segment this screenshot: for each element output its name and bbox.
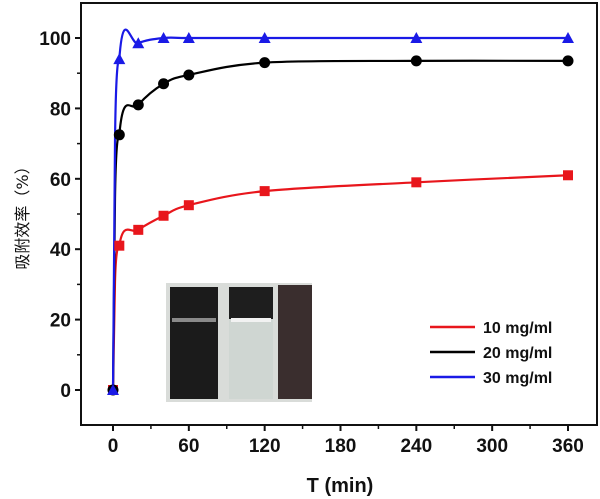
y-axis-label: 吸附效率（%）	[13, 158, 32, 269]
x-tick-label: 300	[476, 436, 508, 457]
x-tick-label: 360	[552, 436, 584, 457]
y-tick-label: 60	[50, 170, 71, 191]
data-point-circle	[158, 78, 170, 90]
data-point-triangle	[258, 32, 271, 43]
legend: 10 mg/ml 20 mg/ml 30 mg/ml	[430, 320, 552, 387]
data-point-triangle	[562, 32, 574, 43]
legend-label: 20 mg/ml	[483, 345, 552, 362]
y-tick-label: 40	[50, 240, 71, 261]
inset-photo	[166, 283, 312, 402]
data-point-triangle	[182, 32, 195, 43]
data-point-square	[133, 224, 144, 235]
x-tick-label: 60	[178, 436, 199, 457]
data-point-triangle	[157, 32, 170, 43]
data-point-circle	[113, 129, 125, 141]
x-tick-label: 120	[249, 436, 281, 457]
x-tick-label: 240	[400, 436, 432, 457]
y-tick-label: 0	[60, 381, 71, 402]
y-tick-label: 20	[50, 311, 71, 332]
data-point-triangle	[132, 37, 145, 49]
legend-label: 10 mg/ml	[483, 320, 552, 337]
data-point-square	[259, 186, 270, 197]
data-point-triangle	[107, 384, 119, 395]
adsorbent-block	[278, 285, 312, 399]
data-point-circle	[183, 69, 195, 81]
data-point-square	[563, 170, 573, 181]
data-point-triangle	[410, 32, 423, 43]
y-tick-label: 100	[39, 29, 71, 50]
x-tick-label: 0	[108, 436, 119, 457]
data-point-triangle	[113, 53, 126, 65]
legend-label: 30 mg/ml	[483, 370, 552, 387]
data-point-circle	[410, 55, 422, 67]
y-tick-label: 80	[50, 99, 71, 120]
x-axis-label: T (min)	[307, 475, 374, 497]
data-point-square	[158, 210, 169, 221]
data-point-square	[411, 177, 422, 188]
data-point-circle	[259, 57, 271, 69]
data-point-circle	[562, 55, 574, 67]
data-point-circle	[132, 99, 144, 111]
data-point-square	[183, 200, 194, 211]
x-tick-label: 180	[325, 436, 357, 457]
dark-vial	[170, 287, 218, 399]
data-point-square	[114, 240, 125, 251]
